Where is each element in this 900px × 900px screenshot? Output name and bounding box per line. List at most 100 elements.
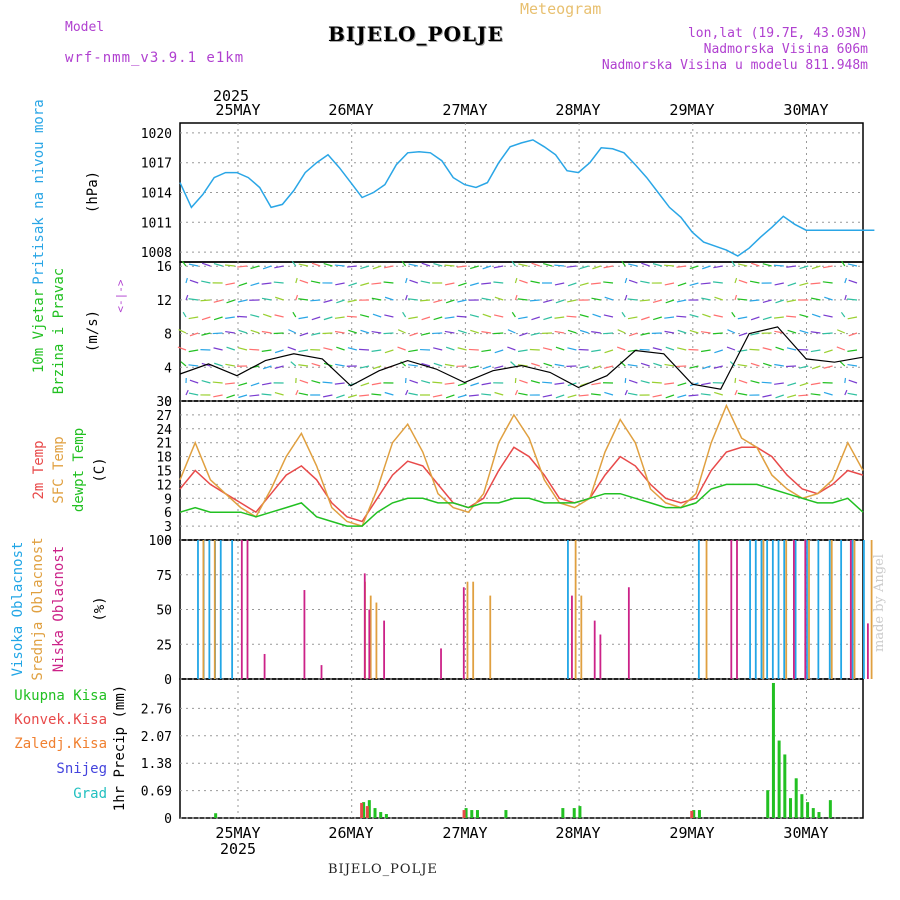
precip-bar: [777, 740, 781, 818]
cloud-bar: [867, 623, 869, 679]
precip-bar: [362, 802, 366, 818]
cloud-bar: [375, 602, 378, 679]
wind-arrow: [481, 393, 492, 396]
model-elevation-label: Nadmorska Visina u modelu 811.948m: [601, 58, 868, 73]
wind-arrow: [323, 394, 333, 398]
wind-arrow: [201, 332, 211, 336]
wind-arrow: [323, 299, 333, 303]
y-tick-label: 0: [164, 673, 172, 688]
wind-arrow: [401, 260, 407, 267]
wind-arrow: [494, 365, 504, 369]
precip-bar: [360, 802, 364, 818]
wind-arrow: [372, 265, 382, 270]
wind-arrow: [224, 382, 235, 385]
year-label-top: 2025: [213, 87, 249, 105]
wind-arrow: [750, 332, 760, 336]
wind-arrow: [530, 332, 540, 336]
y-tick-label: 4: [164, 361, 172, 376]
footer-station: BIJELO_POLJE: [328, 862, 438, 877]
wind-arrow: [628, 379, 638, 384]
wind-arrow: [493, 332, 504, 335]
wind-arrow: [604, 296, 614, 301]
wind-arrow: [737, 316, 748, 320]
wind-arrow: [201, 280, 211, 284]
wind-ylabel-1: 10m Vjetar: [31, 289, 47, 373]
wind-compass: <-|->: [114, 279, 127, 312]
wind-arrow: [421, 262, 431, 267]
wind-arrow: [360, 329, 370, 334]
wind-arrow: [456, 265, 467, 268]
wind-arrow: [652, 394, 662, 398]
wind-arrow: [676, 265, 687, 268]
wind-arrow: [579, 265, 589, 270]
y-tick-label: 12: [156, 294, 172, 309]
wind-arrow: [298, 263, 309, 267]
y-tick-label: 9: [164, 492, 172, 507]
day-label-bottom-3: 28MAY: [555, 824, 600, 842]
precip-legend-4: Grad: [73, 786, 107, 802]
precip-bar: [561, 808, 565, 818]
wind-arrow: [641, 316, 650, 321]
precip-bar: [800, 794, 804, 818]
wind-arrow: [371, 282, 382, 285]
wind-arrow: [409, 379, 418, 384]
wind-arrow: [481, 382, 492, 386]
wind-arrow: [188, 349, 199, 353]
wind-arrow: [237, 347, 248, 351]
wind-arrow: [384, 314, 394, 318]
wind-arrow: [359, 365, 370, 369]
wind-arrow: [311, 316, 321, 321]
wind-arrow: [712, 332, 723, 335]
precip-bar: [214, 813, 218, 818]
precip-legend-2: Zaledj.Kisa: [14, 736, 107, 752]
wind-arrow: [457, 299, 467, 303]
cloud-bar: [599, 634, 602, 679]
wind-arrow: [212, 381, 223, 384]
wind-arrow: [786, 347, 797, 351]
y-tick-label: 0: [164, 534, 172, 549]
wind-arrow: [811, 297, 821, 301]
wind-arrow: [481, 297, 492, 301]
day-label-top-5: 30MAY: [783, 101, 828, 119]
wind-arrow: [457, 394, 467, 399]
model-label: Model: [65, 20, 105, 35]
cloud-bar: [197, 540, 199, 679]
y-tick-label: 75: [156, 569, 172, 584]
wind-arrow: [493, 314, 504, 318]
wind-arrow: [810, 393, 821, 396]
wind-arrow: [847, 298, 858, 301]
wind-arrow: [225, 330, 235, 334]
wind-arrow: [713, 365, 723, 369]
wind-arrow: [543, 362, 553, 367]
cloud-bar: [851, 540, 854, 679]
wind-arrow: [249, 348, 260, 351]
wind-arrow: [468, 394, 479, 397]
wind-arrow: [567, 394, 577, 399]
wind-arrow: [420, 299, 431, 302]
wind-arrow: [627, 316, 638, 320]
wind-arrow: [421, 380, 431, 384]
wind-arrow: [334, 264, 345, 267]
wind-arrow: [383, 281, 394, 284]
wind-arrow: [334, 330, 345, 334]
wind-arrow: [640, 362, 650, 367]
precip-bar: [475, 810, 479, 818]
wind-arrow: [360, 265, 370, 270]
wind-arrow: [734, 294, 738, 301]
wind-arrow: [628, 332, 638, 337]
wind-arrow: [335, 282, 345, 286]
wind-arrow: [299, 279, 309, 284]
y-tick-label: 0: [164, 395, 172, 410]
wind-arrow: [261, 393, 272, 396]
wind-arrow: [444, 382, 455, 385]
wind-arrow: [787, 329, 797, 334]
y-tick-label: 1017: [141, 157, 172, 172]
y-tick-label: 8: [164, 328, 172, 343]
precip-bar: [367, 800, 371, 818]
cloud-bar: [785, 540, 788, 679]
wind-arrow: [405, 277, 408, 284]
wind-arrow: [201, 379, 211, 384]
wind-arrow: [360, 282, 370, 287]
temp-ylabel-2: SFC Temp: [51, 436, 67, 503]
wind-arrow: [323, 262, 333, 267]
